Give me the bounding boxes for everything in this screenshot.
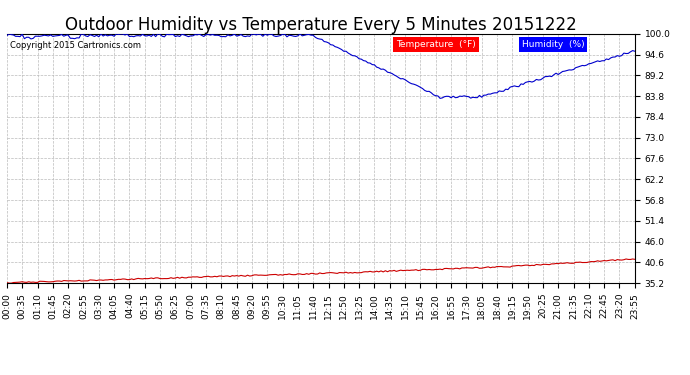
Text: Humidity  (%): Humidity (%) bbox=[522, 40, 584, 49]
Text: Copyright 2015 Cartronics.com: Copyright 2015 Cartronics.com bbox=[10, 41, 141, 50]
Text: Temperature  (°F): Temperature (°F) bbox=[396, 40, 476, 49]
Title: Outdoor Humidity vs Temperature Every 5 Minutes 20151222: Outdoor Humidity vs Temperature Every 5 … bbox=[65, 16, 577, 34]
